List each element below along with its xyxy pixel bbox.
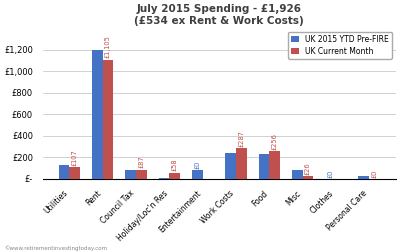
Bar — [302, 176, 313, 179]
Text: £0: £0 — [328, 169, 334, 178]
Bar — [225, 153, 236, 179]
Bar — [358, 176, 369, 179]
Text: £1,105: £1,105 — [105, 36, 111, 58]
Text: £287: £287 — [238, 130, 244, 147]
Bar — [59, 165, 70, 179]
Bar — [159, 178, 169, 179]
Bar — [192, 170, 203, 179]
Bar — [169, 173, 180, 179]
Bar — [269, 151, 280, 179]
Text: £107: £107 — [72, 149, 78, 166]
Bar — [92, 49, 103, 179]
Text: £26: £26 — [305, 162, 311, 175]
Bar — [136, 170, 147, 179]
Title: July 2015 Spending - £1,926
(£534 ex Rent & Work Costs): July 2015 Spending - £1,926 (£534 ex Ren… — [134, 4, 304, 26]
Legend: UK 2015 YTD Pre-FIRE, UK Current Month: UK 2015 YTD Pre-FIRE, UK Current Month — [288, 32, 392, 59]
Bar — [236, 148, 247, 179]
Bar — [292, 170, 302, 179]
Text: ©www.retirementinvestingtoday.com: ©www.retirementinvestingtoday.com — [4, 245, 107, 251]
Text: £0: £0 — [194, 161, 200, 169]
Text: £256: £256 — [272, 133, 278, 150]
Text: £0: £0 — [372, 169, 378, 178]
Text: £58: £58 — [172, 159, 178, 171]
Bar — [126, 170, 136, 179]
Bar — [258, 154, 269, 179]
Bar — [70, 167, 80, 179]
Text: £87: £87 — [138, 156, 144, 168]
Bar — [103, 60, 114, 179]
